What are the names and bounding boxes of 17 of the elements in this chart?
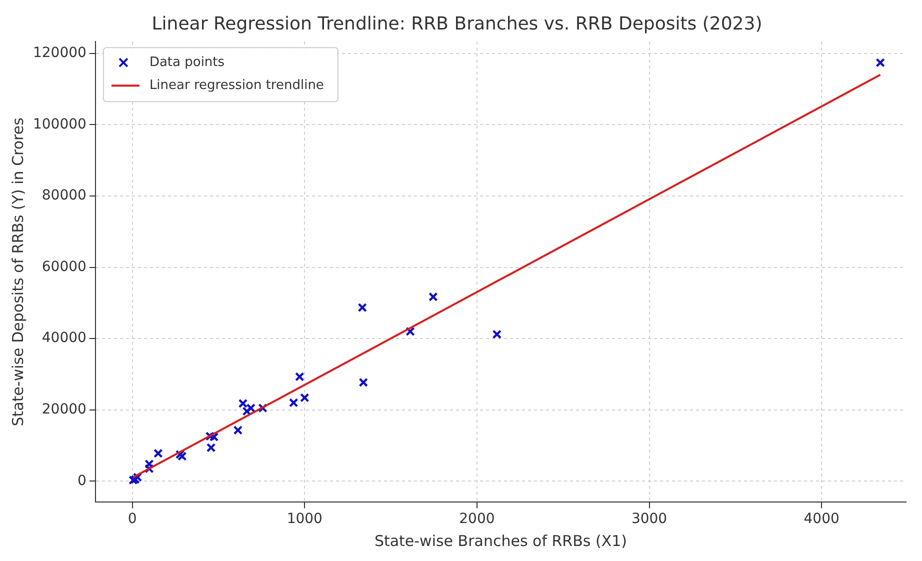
x-axis-title: State-wise Branches of RRBs (X1)	[374, 532, 628, 550]
y-tick-label: 80000	[42, 188, 86, 204]
y-tick-label: 100000	[32, 116, 86, 132]
y-tick-label: 120000	[32, 45, 86, 62]
chart-title: Linear Regression Trendline: RRB Branches vs. RRB Deposits (2023)	[152, 13, 762, 34]
x-tick-label: 2000	[459, 511, 495, 528]
y-tick-label: 40000	[42, 330, 86, 346]
y-tick-label: 0	[78, 472, 86, 489]
y-tick-label: 20000	[42, 402, 86, 418]
x-tick-label: 1000	[286, 511, 322, 528]
legend-label: Linear regression trendline	[149, 78, 324, 93]
y-axis-title: State-wise Deposits of RRBs (Y) in Crores	[8, 117, 27, 426]
x-tick-label: 3000	[631, 511, 668, 528]
legend-label: Data points	[149, 54, 225, 70]
x-tick-label: 0	[128, 511, 137, 528]
y-tick-label: 60000	[42, 258, 86, 275]
x-tick-label: 4000	[804, 511, 840, 528]
